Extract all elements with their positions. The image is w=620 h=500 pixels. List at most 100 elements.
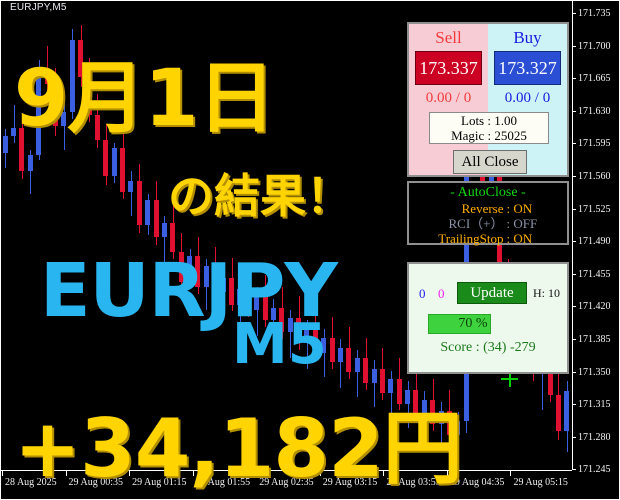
candle-body [128, 181, 133, 192]
candlestick [1, 14, 571, 470]
price-tick-mark [572, 13, 576, 14]
price-tick-label: 171.595 [578, 138, 611, 150]
candle-body [548, 358, 553, 395]
update-panel[interactable]: 0 0 Update H: 10 70 % Score : (34) -279 [407, 262, 569, 374]
candlestick [1, 14, 571, 470]
candle-wick [131, 170, 132, 216]
price-tick-mark [572, 241, 576, 243]
price-tick: 171.350 [572, 367, 620, 379]
all-close-button[interactable]: All Close [453, 150, 527, 174]
candle-body [338, 347, 343, 362]
candle-body [413, 389, 418, 414]
candlestick [1, 14, 571, 470]
candle-body [45, 70, 50, 84]
time-tick-mark [192, 471, 194, 476]
price-tick: 171.525 [572, 204, 620, 216]
candlestick [1, 14, 571, 470]
candlestick [1, 14, 571, 470]
candle-wick [257, 287, 258, 336]
candlestick [1, 14, 571, 470]
candle-body [70, 40, 75, 112]
candlestick [1, 14, 571, 470]
price-scale[interactable]: 171.735 171.700 171.665 171.630 171.595 171.5… [572, 0, 620, 500]
candle-body [170, 222, 175, 253]
candle-body [313, 328, 318, 354]
time-tick-mark [65, 471, 67, 476]
candlestick [1, 14, 571, 470]
candle-body [405, 389, 410, 404]
time-tick-mark [510, 471, 512, 476]
progress-bar-fill [428, 314, 491, 334]
price-tick-label: 171.385 [578, 334, 611, 345]
candlestick [1, 14, 571, 470]
candle-body [288, 318, 293, 333]
candle-body [28, 155, 33, 171]
candle-body [195, 255, 200, 288]
candle-body [397, 379, 402, 404]
sell-button[interactable]: 173.337 [415, 51, 482, 85]
symbol-label: EURJPY,M5 [10, 2, 67, 13]
candle-body [279, 308, 284, 333]
autoclose-row[interactable]: Reverse: ON [409, 201, 567, 216]
candlestick [1, 14, 571, 470]
autoclose-value: : ON [506, 231, 533, 246]
price-tick: 171.455 [572, 269, 620, 281]
candle-wick [47, 45, 48, 95]
autoclose-key: TrailingStop [438, 231, 504, 246]
candle-body [87, 76, 92, 116]
candlestick [1, 14, 571, 470]
candle-body [564, 391, 569, 432]
candlestick [1, 14, 571, 470]
price-tick-mark [572, 469, 576, 471]
time-tick-label: 29 Aug 01:55 [195, 477, 251, 488]
candle-wick [324, 328, 325, 378]
price-tick: 171.735 [572, 8, 620, 20]
candlestick [1, 14, 571, 470]
price-tick: 171.420 [572, 301, 620, 313]
candle-wick [374, 360, 375, 408]
candlestick [1, 14, 571, 470]
candlestick [1, 14, 571, 470]
candle-body [11, 128, 16, 137]
candle-body [422, 400, 427, 414]
candle-wick [441, 401, 442, 449]
price-tick-label: 171.560 [578, 171, 611, 182]
candlestick [1, 14, 571, 470]
autoclose-rows: Reverse: ON RCI（+）: OFF TrailingStop: ON [409, 201, 567, 246]
candlestick [1, 14, 571, 470]
candlestick [1, 14, 571, 470]
candle-body [321, 337, 326, 354]
price-tick-label: 171.420 [578, 301, 611, 313]
candle-body [162, 222, 167, 237]
price-tick-mark [572, 176, 576, 177]
candle-body [78, 40, 83, 77]
candlestick [1, 14, 571, 470]
autoclose-panel[interactable]: - AutoClose - Reverse: ON RCI（+）: OFF Trai… [407, 181, 569, 246]
candlestick [1, 14, 571, 470]
autoclose-row[interactable]: RCI（+）: OFF [409, 216, 567, 231]
lots-magic-box[interactable]: Lots : 1.00 Magic : 25025 [429, 112, 549, 144]
autoclose-value: : OFF [506, 216, 538, 231]
candlestick [1, 14, 571, 470]
sell-title: Sell [435, 28, 462, 47]
update-button[interactable]: Update [457, 282, 527, 304]
candlestick [1, 14, 571, 470]
candlestick [1, 14, 571, 470]
candle-body [455, 420, 460, 435]
progress-bar-label: 70 % [458, 316, 488, 331]
candle-body [304, 328, 309, 343]
autoclose-row[interactable]: TrailingStop: ON [409, 231, 567, 246]
price-tick-label: 171.455 [578, 268, 611, 280]
trade-panel[interactable]: Sell 173.337 0.00 / 0 Buy 173.327 0.00 /… [407, 22, 569, 177]
candlestick [1, 14, 571, 470]
candle-body [212, 266, 217, 293]
candlestick [1, 14, 571, 470]
candle-body [237, 288, 242, 305]
price-tick-mark [572, 143, 576, 145]
price-tick: 171.630 [572, 106, 620, 118]
candle-body [296, 318, 301, 343]
candle-wick [290, 309, 291, 359]
time-scale[interactable]: 28 Aug 2025 29 Aug 00:35 29 Aug 01:15 29 Au… [0, 471, 572, 500]
buy-button[interactable]: 173.327 [494, 51, 561, 85]
candlestick [1, 14, 571, 470]
